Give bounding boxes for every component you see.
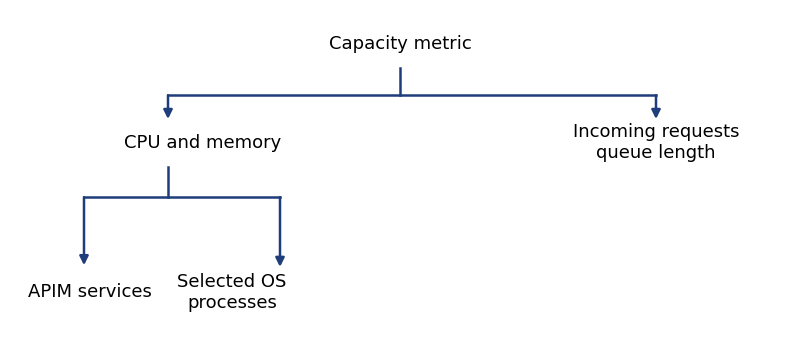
Text: CPU and memory: CPU and memory bbox=[124, 134, 282, 152]
Text: Selected OS
processes: Selected OS processes bbox=[178, 273, 286, 312]
Text: APIM services: APIM services bbox=[28, 284, 152, 301]
Text: Capacity metric: Capacity metric bbox=[329, 35, 471, 53]
Text: Incoming requests
queue length: Incoming requests queue length bbox=[573, 123, 739, 162]
